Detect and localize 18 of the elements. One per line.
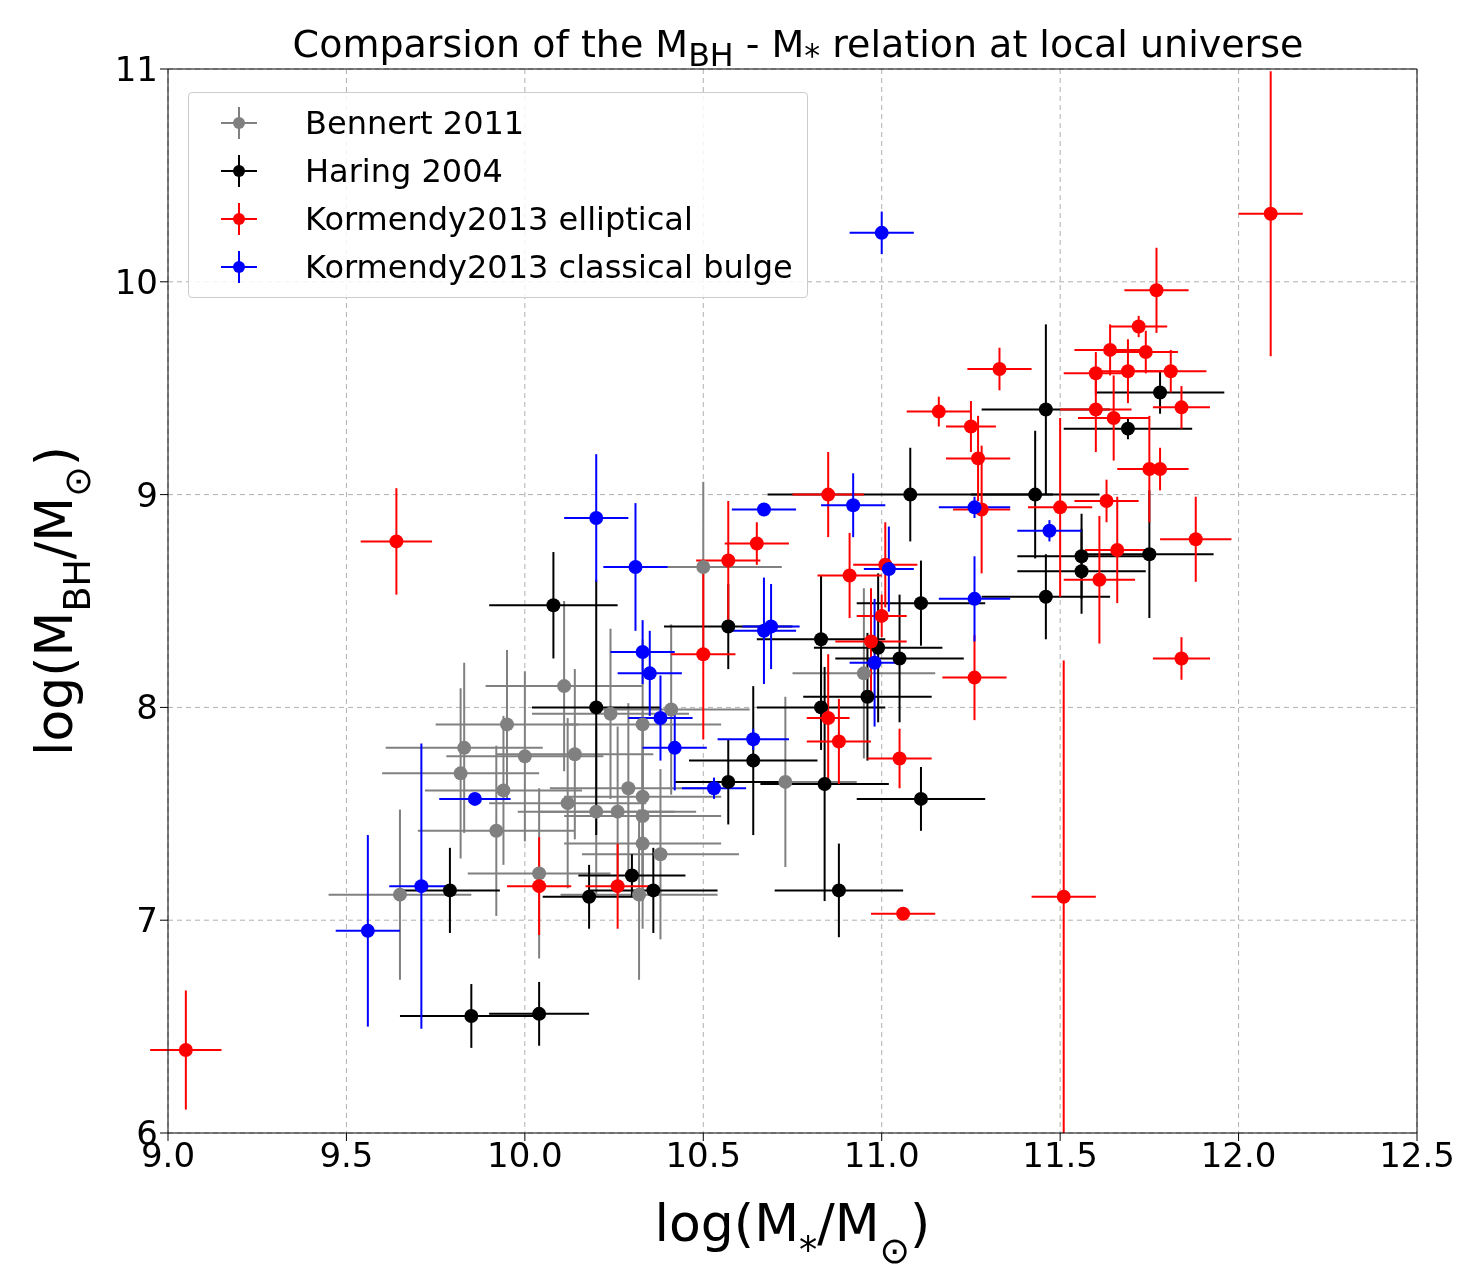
- legend-label: Kormendy2013 classical bulge: [305, 248, 793, 286]
- legend-label: Haring 2004: [305, 152, 503, 190]
- y-tick-label: 8: [136, 687, 158, 728]
- x-tick-label: 9.5: [319, 1135, 374, 1176]
- y-tick-label: 9: [136, 474, 158, 515]
- x-tick-label: 10.5: [665, 1135, 742, 1176]
- x-tick-label: 12.5: [1379, 1135, 1455, 1176]
- y-tick-label: 7: [136, 900, 158, 941]
- x-tick-label: 10.0: [487, 1135, 563, 1176]
- y-tick-label: 10: [114, 261, 158, 302]
- x-axis-title: log(M$_{*}$/M$_{⊙}$): [654, 1193, 931, 1272]
- legend-label: Kormendy2013 elliptical: [305, 200, 693, 238]
- legend-label: Bennert 2011: [305, 104, 525, 142]
- chart-title: Comparsion of the M$_{BH}$ - M$_{*}$ relation at local universe: [291, 22, 1305, 73]
- x-tick-label: 11.5: [1022, 1135, 1098, 1176]
- x-tick-label: 12.0: [1200, 1135, 1277, 1176]
- x-tick-label: 11.0: [843, 1135, 920, 1176]
- y-tick-label: 11: [114, 49, 158, 90]
